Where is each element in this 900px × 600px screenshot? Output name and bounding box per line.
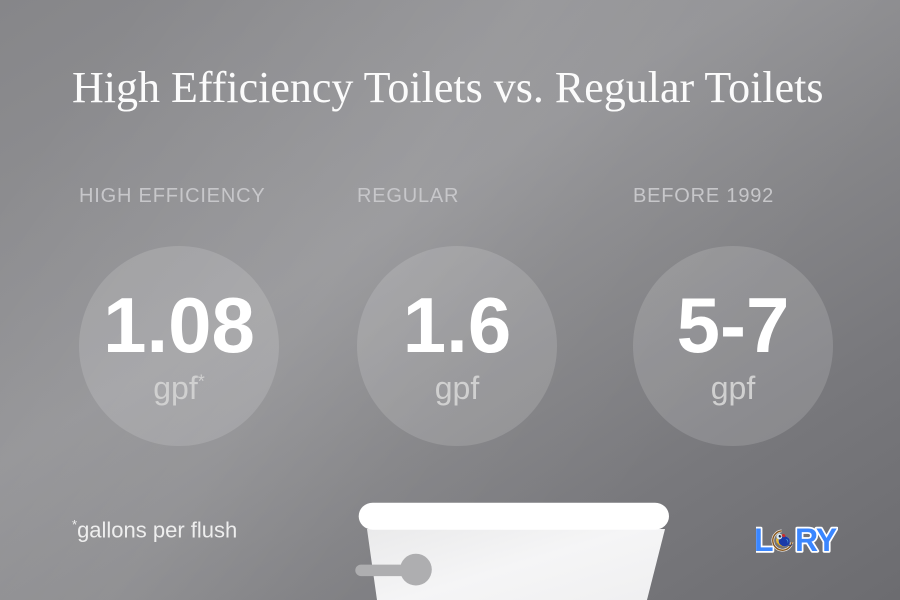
svg-text:RY: RY: [795, 522, 837, 558]
svg-text:L: L: [756, 522, 773, 558]
